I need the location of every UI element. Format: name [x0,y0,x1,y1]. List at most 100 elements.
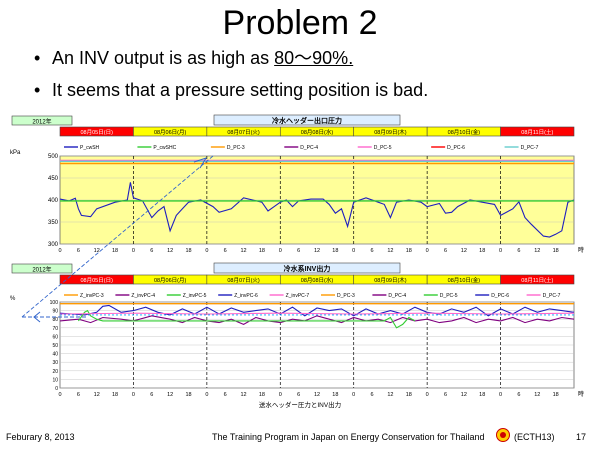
y-tick-label: 60 [52,334,58,340]
hour-tick-label: 12 [241,248,247,254]
legend-label: Z_invPC-5 [183,293,207,299]
bullet-2: • It seems that a pressure setting positi… [34,80,428,101]
x-axis-unit: 時 [578,390,584,398]
legend-label: Z_invPC-4 [131,293,155,299]
chart-title: 冷水ヘッダー出口圧力 [272,116,342,125]
footer-date: Feburary 8, 2013 [6,432,75,442]
series-line-z-invpc-4 [59,315,575,326]
hour-tick-label: 12 [94,248,100,254]
hour-tick-label: 0 [352,248,355,254]
hour-tick-label: 18 [406,248,412,254]
hour-tick-label: 18 [332,392,338,398]
legend-label: Z_invPC-3 [80,293,104,299]
legend-label: D_PC-4 [388,293,406,299]
legend-label: D_PC-6 [447,145,465,151]
y-axis-unit: kPa [10,150,21,156]
arrow-up-icon [193,157,208,169]
legend-label: D_PC-5 [440,293,458,299]
arrow-left-icon [33,311,41,323]
hour-tick-label: 6 [297,392,300,398]
hour-tick-label: 0 [426,392,429,398]
bullet-dot: • [34,48,41,68]
chart-title: 冷水系INV出力 [284,264,331,273]
day-cell [500,274,575,285]
hour-tick-label: 12 [461,392,467,398]
legend-label: Z_invPC-7 [286,293,310,299]
year-label: 2012年 [32,266,51,274]
footer-page: 17 [576,432,587,442]
legend-label: D_PC-7 [521,145,539,151]
hour-tick-label: 6 [77,248,80,254]
legend-label: Z_invPC-6 [234,293,258,299]
y-tick-label: 80 [52,317,58,323]
y-tick-label: 300 [48,242,59,248]
hour-tick-label: 18 [479,392,485,398]
series-line-z-invpc-5 [77,309,416,329]
hour-tick-label: 12 [534,248,540,254]
legend-label: D_PC-3 [227,145,245,151]
hour-tick-label: 0 [426,248,429,254]
hour-tick-label: 18 [479,248,485,254]
inv-output-chart: 2012年 冷水系INV出力 08月05日(日) 08月06日(月) 08月07日(火)… [10,262,584,409]
y-tick-label: 400 [48,198,59,204]
day-label: 08月09日(木) [374,276,407,284]
bullet-1-text: An INV output is as high as [52,48,275,68]
hour-tick-label: 12 [461,248,467,254]
y-tick-label: 70 [52,326,58,332]
hour-tick-label: 12 [167,392,173,398]
slide-title: Problem 2 [222,4,378,42]
hour-tick-label: 18 [553,248,559,254]
hour-tick-label: 12 [387,248,393,254]
y-tick-label: 40 [52,352,58,358]
hour-tick-label: 0 [499,392,502,398]
series-line-z-invpc-6 [59,304,575,317]
chart-title-box [213,262,401,274]
hour-tick-label: 0 [279,248,282,254]
x-axis-unit: 時 [578,246,584,254]
hour-tick-label: 6 [444,392,447,398]
hour-tick-label: 18 [112,392,118,398]
day-label: 08月08日(水) [301,128,334,136]
hour-tick-label: 12 [314,392,320,398]
hour-tick-label: 0 [352,392,355,398]
y-axis-unit: % [10,296,16,302]
hour-tick-label: 0 [205,392,208,398]
day-label: 08月09日(木) [374,128,407,136]
hour-tick-label: 0 [132,392,135,398]
day-cell [500,126,575,137]
hour-tick-label: 0 [279,392,282,398]
hour-tick-label: 18 [406,392,412,398]
day-label: 08月10日(金) [448,128,481,136]
y-tick-label: 90 [52,309,58,315]
hour-tick-label: 6 [444,248,447,254]
y-tick-label: 50 [52,343,58,349]
hour-tick-label: 6 [371,392,374,398]
chart-caption: 送水ヘッダー圧力とINV出力 [259,400,341,409]
hour-tick-label: 0 [205,248,208,254]
legend-label: P_cwSHC [153,145,176,151]
hour-tick-label: 18 [185,392,191,398]
annotation-diagonal [21,155,214,318]
pressure-chart: 2012年 冷水ヘッダー出口圧力 08月05日(日) 08月06日(月) 08月07日(… [10,114,584,254]
bullet-1: • An INV output is as high as 80～90%. [34,44,353,70]
year-box [11,115,73,126]
hour-tick-label: 18 [259,248,265,254]
day-label: 08月06日(月) [154,277,187,284]
year-label: 2012年 [32,118,51,126]
legend-label: D_PC-4 [300,145,318,151]
hour-tick-label: 18 [112,248,118,254]
hour-tick-label: 0 [58,248,61,254]
day-label: 08月07日(火) [227,129,260,136]
series-line-p-cwsh [59,182,575,238]
legend-label: D_PC-3 [337,293,355,299]
day-label: 08月05日(日) [81,277,114,284]
day-label: 08月06日(月) [154,129,187,136]
y-tick-label: 450 [48,176,59,182]
hour-tick-label: 12 [314,248,320,254]
hour-tick-label: 18 [259,392,265,398]
hour-tick-label: 6 [517,392,520,398]
bullet-2-text: It seems that a pressure setting positio… [52,80,429,100]
year-box [11,263,73,274]
hour-tick-label: 6 [150,248,153,254]
